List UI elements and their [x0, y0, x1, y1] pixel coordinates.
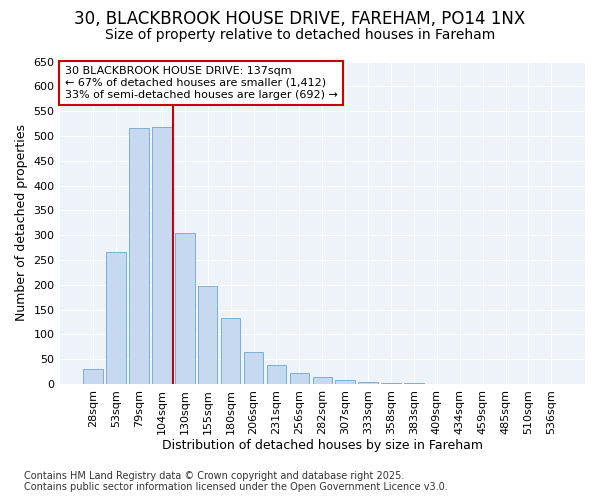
Bar	[381, 383, 401, 384]
Bar	[83, 369, 103, 384]
Bar	[313, 377, 332, 384]
X-axis label: Distribution of detached houses by size in Fareham: Distribution of detached houses by size …	[162, 440, 483, 452]
Bar	[175, 232, 194, 384]
Bar	[244, 352, 263, 384]
Y-axis label: Number of detached properties: Number of detached properties	[15, 124, 28, 321]
Text: 30, BLACKBROOK HOUSE DRIVE, FAREHAM, PO14 1NX: 30, BLACKBROOK HOUSE DRIVE, FAREHAM, PO1…	[74, 10, 526, 28]
Bar	[267, 365, 286, 384]
Bar	[198, 286, 217, 384]
Bar	[129, 128, 149, 384]
Bar	[358, 382, 378, 384]
Bar	[106, 252, 126, 384]
Bar	[221, 318, 241, 384]
Bar	[152, 127, 172, 384]
Bar	[290, 373, 309, 384]
Text: 30 BLACKBROOK HOUSE DRIVE: 137sqm
← 67% of detached houses are smaller (1,412)
3: 30 BLACKBROOK HOUSE DRIVE: 137sqm ← 67% …	[65, 66, 338, 100]
Bar	[335, 380, 355, 384]
Text: Size of property relative to detached houses in Fareham: Size of property relative to detached ho…	[105, 28, 495, 42]
Text: Contains HM Land Registry data © Crown copyright and database right 2025.
Contai: Contains HM Land Registry data © Crown c…	[24, 471, 448, 492]
